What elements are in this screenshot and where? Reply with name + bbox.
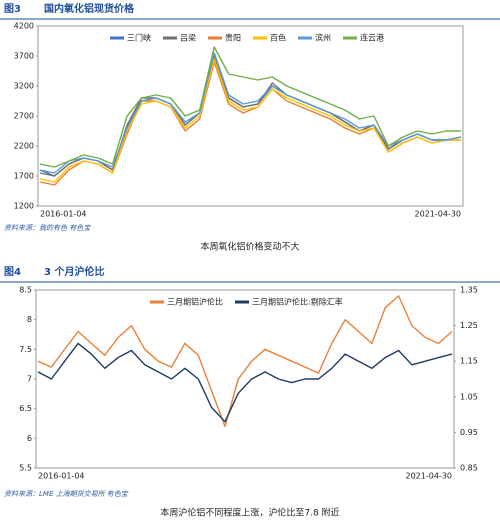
caption: 本周沪伦铝不同程度上涨，沪伦比至7.8 附近 [160, 507, 339, 519]
series-line [37, 295, 453, 428]
x-tick-label: 2016-01-04 [40, 210, 87, 219]
series-line [39, 52, 462, 177]
y-tick-label: 8 [27, 315, 32, 324]
plot-frame [35, 289, 455, 469]
source: 资料来源：我的有色 有色宝 [4, 224, 91, 232]
y-tick-label: 1700 [14, 172, 34, 181]
series-line [39, 46, 461, 168]
y-tick-label: 7 [27, 375, 32, 384]
plot-frame [37, 25, 464, 207]
y2-tick-label: 1.25 [460, 321, 478, 330]
legend-label: 贵阳 [225, 33, 241, 43]
y2-tick-label: 1.05 [460, 392, 478, 401]
legend-label: 三月期铝沪伦比 [167, 297, 223, 307]
x-tick-label: 2021-04-30 [415, 210, 462, 219]
series-line [39, 55, 462, 177]
y-tick-label: 3700 [14, 52, 34, 61]
x-tick-label: 2016-01-04 [38, 472, 85, 481]
y-tick-label: 6 [27, 434, 32, 443]
legend-label: 三月期铝沪伦比:剔除汇率 [252, 297, 343, 307]
figure-title: 3 个月沪伦比 [44, 265, 104, 278]
legend-label: 吕梁 [180, 34, 196, 43]
x-tick-label: 2021-04-30 [406, 472, 453, 481]
y-tick-label: 3200 [14, 82, 34, 91]
y-tick-label: 2700 [14, 112, 34, 121]
y-tick-label: 2200 [14, 142, 34, 151]
series-line [39, 58, 461, 183]
legend-label: 滨州 [315, 33, 331, 43]
series-line [39, 52, 462, 174]
figure-title: 国内氧化铝现货价格 [44, 2, 135, 15]
figure-label: 图4 [4, 266, 21, 278]
legend-label: 连云港 [360, 33, 384, 43]
figure-label: 图3 [4, 3, 21, 15]
y2-tick-label: 0.85 [460, 464, 478, 473]
y2-tick-label: 0.95 [460, 428, 478, 437]
y2-tick-label: 1.15 [460, 357, 478, 366]
series-line [37, 342, 453, 423]
caption: 本周氧化铝价格变动不大 [200, 241, 299, 253]
y-tick-label: 1200 [14, 202, 34, 211]
legend-label: 百色 [270, 33, 286, 43]
y-tick-label: 5.5 [19, 464, 32, 473]
legend-label: 三门峡 [127, 33, 151, 43]
y2-tick-label: 1.35 [460, 286, 478, 295]
source: 资料来源：LME 上海期货交易所 有色宝 [4, 490, 129, 498]
y-tick-label: 4200 [14, 22, 34, 31]
y-tick-label: 7.5 [19, 345, 32, 354]
y-tick-label: 8.5 [19, 286, 32, 295]
y-tick-label: 6.5 [19, 404, 32, 413]
